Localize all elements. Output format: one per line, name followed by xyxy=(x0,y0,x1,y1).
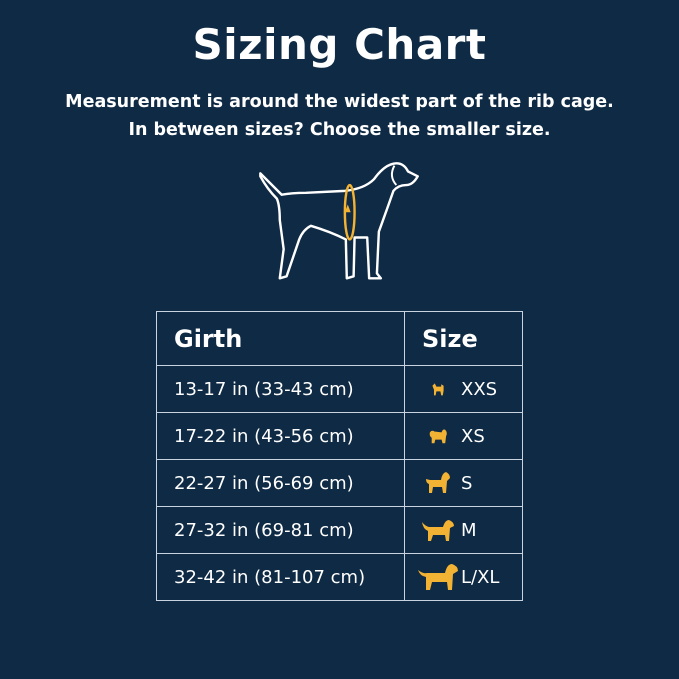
girth-cell: 13-17 in (33-43 cm) xyxy=(156,365,405,413)
subtitle-line-2: In between sizes? Choose the smaller siz… xyxy=(128,120,551,140)
girth-cell: 32-42 in (81-107 cm) xyxy=(156,553,405,601)
subtitle-line-1: Measurement is around the widest part of… xyxy=(65,92,614,112)
page-title: Sizing Chart xyxy=(192,20,487,69)
tiny-dog-icon xyxy=(415,381,461,397)
table-row: 17-22 in (43-56 cm) XS xyxy=(156,412,523,460)
size-label: M xyxy=(461,519,477,541)
size-label: XS xyxy=(461,425,485,447)
girth-cell: 22-27 in (56-69 cm) xyxy=(156,459,405,507)
table-row: 27-32 in (69-81 cm) M xyxy=(156,506,523,554)
small-dog-icon xyxy=(415,471,461,495)
table-row: 32-42 in (81-107 cm) L/XL xyxy=(156,553,523,601)
medium-dog-icon xyxy=(415,517,461,543)
size-label: XXS xyxy=(461,378,498,400)
table-row: 22-27 in (56-69 cm) S xyxy=(156,459,523,507)
sizing-table: Girth Size 13-17 in (33-43 cm) XXS 17-22… xyxy=(156,311,523,601)
size-label: L/XL xyxy=(461,566,500,588)
dog-girth-illustration-icon xyxy=(259,162,419,280)
large-dog-icon xyxy=(415,562,461,592)
girth-cell: 17-22 in (43-56 cm) xyxy=(156,412,405,460)
table-header-row: Girth Size xyxy=(156,311,523,366)
girth-cell: 27-32 in (69-81 cm) xyxy=(156,506,405,554)
header-size: Size xyxy=(404,311,523,366)
small-fluffy-dog-icon xyxy=(415,427,461,445)
size-label: S xyxy=(461,472,473,494)
table-row: 13-17 in (33-43 cm) XXS xyxy=(156,365,523,413)
header-girth: Girth xyxy=(156,311,405,366)
